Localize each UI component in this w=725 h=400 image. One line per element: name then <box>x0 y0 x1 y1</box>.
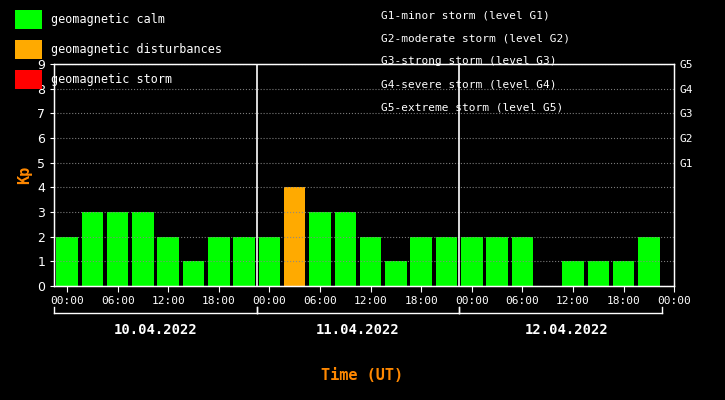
Bar <box>57 237 78 286</box>
Bar <box>410 237 432 286</box>
Bar <box>334 212 356 286</box>
Bar <box>613 261 634 286</box>
Text: geomagnetic disturbances: geomagnetic disturbances <box>51 43 222 56</box>
Bar <box>587 261 609 286</box>
Text: G2-moderate storm (level G2): G2-moderate storm (level G2) <box>381 33 570 43</box>
Bar <box>157 237 179 286</box>
Bar <box>563 261 584 286</box>
Text: 11.04.2022: 11.04.2022 <box>316 323 400 337</box>
Text: Time (UT): Time (UT) <box>321 368 404 384</box>
Text: G3-strong storm (level G3): G3-strong storm (level G3) <box>381 56 556 66</box>
Bar <box>385 261 407 286</box>
Text: G1-minor storm (level G1): G1-minor storm (level G1) <box>381 10 550 20</box>
Bar <box>310 212 331 286</box>
Bar <box>638 237 660 286</box>
Bar <box>436 237 457 286</box>
Bar <box>132 212 154 286</box>
Bar <box>107 212 128 286</box>
Bar <box>284 187 305 286</box>
Text: 12.04.2022: 12.04.2022 <box>525 323 608 337</box>
Bar <box>360 237 381 286</box>
Bar <box>512 237 533 286</box>
Text: G4-severe storm (level G4): G4-severe storm (level G4) <box>381 80 556 90</box>
Bar <box>461 237 483 286</box>
Text: geomagnetic calm: geomagnetic calm <box>51 13 165 26</box>
Bar <box>259 237 280 286</box>
Bar <box>486 237 508 286</box>
Bar <box>82 212 103 286</box>
Text: G5-extreme storm (level G5): G5-extreme storm (level G5) <box>381 103 563 113</box>
Bar <box>233 237 255 286</box>
Bar <box>208 237 230 286</box>
Bar <box>183 261 204 286</box>
Y-axis label: Kp: Kp <box>17 166 32 184</box>
Text: geomagnetic storm: geomagnetic storm <box>51 73 172 86</box>
Text: 10.04.2022: 10.04.2022 <box>114 323 197 337</box>
